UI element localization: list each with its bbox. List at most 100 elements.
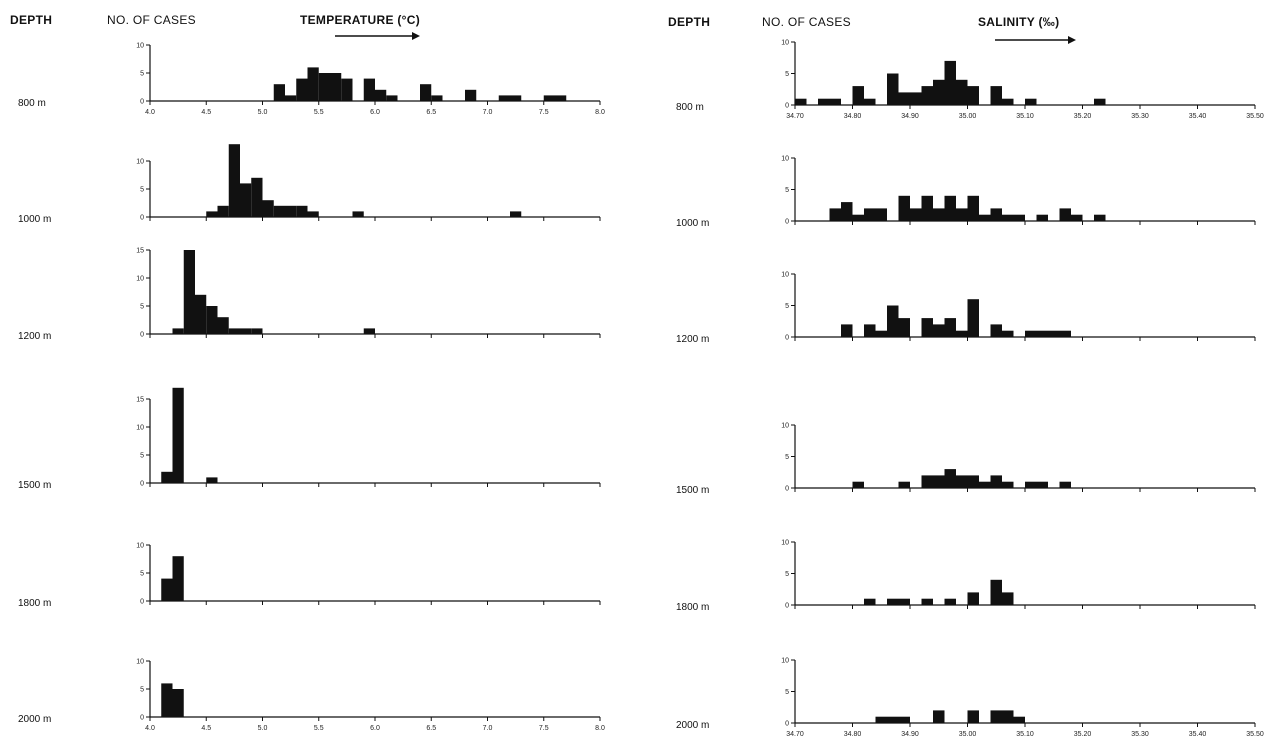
- salinity-bar: [933, 475, 945, 488]
- salinity-y-tick-label: 5: [785, 71, 789, 78]
- salinity-bar: [898, 195, 910, 221]
- salinity-y-tick-label: 0: [785, 486, 789, 493]
- salinity-bar: [1094, 214, 1106, 221]
- salinity-x-tick-label: 35.30: [1131, 731, 1149, 738]
- temperature-arrow: [335, 32, 420, 40]
- salinity-bar: [795, 98, 807, 105]
- salinity-bar: [1002, 710, 1014, 723]
- salinity-bar: [1094, 98, 1106, 105]
- salinity-bar: [864, 598, 876, 605]
- temperature-bar: [195, 294, 207, 334]
- temperature-bar: [240, 328, 252, 334]
- temperature-bar: [228, 328, 240, 334]
- salinity-bar: [990, 710, 1002, 723]
- temperature-x-tick-label: 7.0: [483, 725, 493, 732]
- salinity-x-tick-label: 34.90: [901, 113, 919, 120]
- salinity-x-tick-label: 35.00: [959, 731, 977, 738]
- salinity-bar: [841, 324, 853, 337]
- temperature-bar: [240, 183, 252, 217]
- salinity-bar: [829, 208, 841, 221]
- salinity-bar: [898, 716, 910, 723]
- salinity-bar: [944, 598, 956, 605]
- temperature-x-tick-label: 4.5: [201, 109, 211, 116]
- temperature-y-tick-label: 0: [140, 715, 144, 722]
- temperature-panel-3: 1200 m 0 5 10 15: [18, 248, 601, 342]
- temperature-y-tick-label: 0: [140, 215, 144, 222]
- salinity-y-tick-label: 10: [781, 156, 789, 163]
- salinity-bar: [967, 475, 979, 488]
- temperature-y-tick-label: 10: [136, 425, 144, 432]
- histogram-panels: 800 m4.0 4.5 5.0 5.5 6.0 6.5 7.0 7.5 8.005101000…: [18, 40, 1264, 739]
- temperature-bar: [543, 95, 555, 101]
- temperature-bar: [251, 328, 263, 334]
- salinity-panel-1: 800 m 34.70 34.80 34.90 35.00 35.10 35.20 35.30…: [676, 40, 1264, 121]
- salinity-bar: [956, 208, 968, 221]
- salinity-x-tick-label: 35.10: [1016, 731, 1034, 738]
- salinity-bar: [818, 98, 830, 105]
- salinity-x-tick-label: 35.40: [1189, 113, 1207, 120]
- temperature-x-tick-label: 8.0: [595, 109, 605, 116]
- temperature-bar: [386, 95, 398, 101]
- temperature-bar: [296, 205, 308, 217]
- salinity-panel-4: 1500 m 0 5 10: [676, 423, 1256, 496]
- salinity-bar: [887, 716, 899, 723]
- salinity-bar: [967, 592, 979, 605]
- salinity-x-tick-label: 34.90: [901, 731, 919, 738]
- salinity-y-tick-label: 5: [785, 454, 789, 461]
- salinity-y-tick-label: 0: [785, 219, 789, 226]
- salinity-bar: [979, 481, 991, 488]
- temperature-bar: [161, 578, 173, 601]
- temperature-bar: [172, 689, 184, 717]
- salinity-bar: [1059, 330, 1071, 337]
- salinity-bar: [990, 579, 1002, 605]
- salinity-bar: [852, 481, 864, 488]
- temperature-bar: [363, 78, 375, 101]
- temperature-y-tick-label: 5: [140, 571, 144, 578]
- salinity-depth-label: 1200 m: [676, 334, 709, 345]
- temperature-bar: [285, 95, 297, 101]
- temperature-bar: [273, 84, 285, 101]
- salinity-bar: [933, 208, 945, 221]
- salinity-bar: [887, 598, 899, 605]
- salinity-title: SALINITY (‰): [978, 15, 1059, 29]
- salinity-y-tick-label: 10: [781, 272, 789, 279]
- temperature-x-tick-label: 5.5: [314, 109, 324, 116]
- salinity-bar: [967, 710, 979, 723]
- temperature-depth-label: 1500 m: [18, 480, 51, 491]
- temperature-panel-2: 1000 m 0 5 10: [18, 144, 601, 225]
- salinity-bar: [956, 79, 968, 105]
- salinity-bar: [875, 330, 887, 337]
- salinity-depth-header: DEPTH: [668, 15, 710, 29]
- temperature-y-tick-label: 10: [136, 659, 144, 666]
- temperature-x-tick-label: 8.0: [595, 725, 605, 732]
- temperature-x-tick-label: 5.0: [258, 109, 268, 116]
- salinity-bar: [921, 475, 933, 488]
- salinity-depth-label: 800 m: [676, 102, 704, 113]
- salinity-x-tick-label: 35.30: [1131, 113, 1149, 120]
- temperature-y-tick-label: 0: [140, 599, 144, 606]
- salinity-panel-6: 2000 m 34.70 34.80 34.90 35.00 35.10 35.20 35.3…: [676, 658, 1264, 739]
- salinity-bar: [864, 98, 876, 105]
- temperature-bar: [330, 73, 342, 101]
- salinity-bar: [921, 318, 933, 337]
- temperature-bar: [172, 328, 184, 334]
- temperature-y-tick-label: 10: [136, 543, 144, 550]
- salinity-bar: [1013, 214, 1025, 221]
- salinity-y-tick-label: 0: [785, 721, 789, 728]
- temperature-bar: [341, 78, 353, 101]
- temperature-bar: [172, 387, 184, 483]
- salinity-bar: [1025, 481, 1037, 488]
- temperature-depth-label: 1800 m: [18, 598, 51, 609]
- salinity-x-tick-label: 35.00: [959, 113, 977, 120]
- salinity-panel-3: 1200 m 0 5 10: [676, 272, 1256, 345]
- salinity-bar: [1002, 214, 1014, 221]
- temperature-bar: [431, 95, 443, 101]
- temperature-x-tick-label: 7.0: [483, 109, 493, 116]
- temperature-bar: [510, 95, 522, 101]
- salinity-bar: [1002, 98, 1014, 105]
- temperature-bar: [262, 200, 274, 217]
- salinity-bar: [864, 324, 876, 337]
- salinity-bar: [921, 598, 933, 605]
- salinity-depth-label: 1000 m: [676, 218, 709, 229]
- salinity-y-tick-label: 0: [785, 603, 789, 610]
